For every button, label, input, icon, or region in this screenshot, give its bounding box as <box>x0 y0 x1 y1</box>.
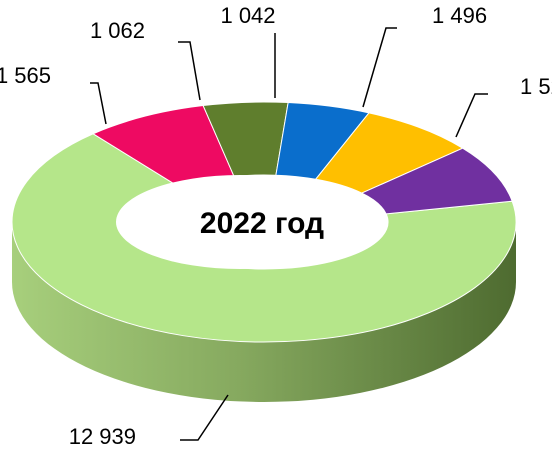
data-label-2: 1 062 <box>90 18 145 43</box>
leader-line-1 <box>90 82 107 125</box>
center-label: 2022 год <box>200 207 324 240</box>
data-label-1: 1 565 <box>0 63 51 88</box>
leader-line-4 <box>362 27 397 108</box>
data-label-3: 1 042 <box>220 3 275 28</box>
data-label-4: 1 496 <box>432 3 487 28</box>
data-label-5: 1 524 <box>520 74 552 99</box>
leader-line-5 <box>455 93 488 138</box>
ring-side-0 <box>12 222 516 402</box>
leader-line-0 <box>180 394 229 441</box>
ring-top <box>11 101 517 343</box>
slice-5 <box>360 147 513 215</box>
leader-line-2 <box>178 41 201 101</box>
data-label-0: 12 939 <box>69 424 136 449</box>
donut-hole <box>116 175 364 269</box>
slice-0 <box>11 133 517 343</box>
ring-side <box>12 222 516 402</box>
